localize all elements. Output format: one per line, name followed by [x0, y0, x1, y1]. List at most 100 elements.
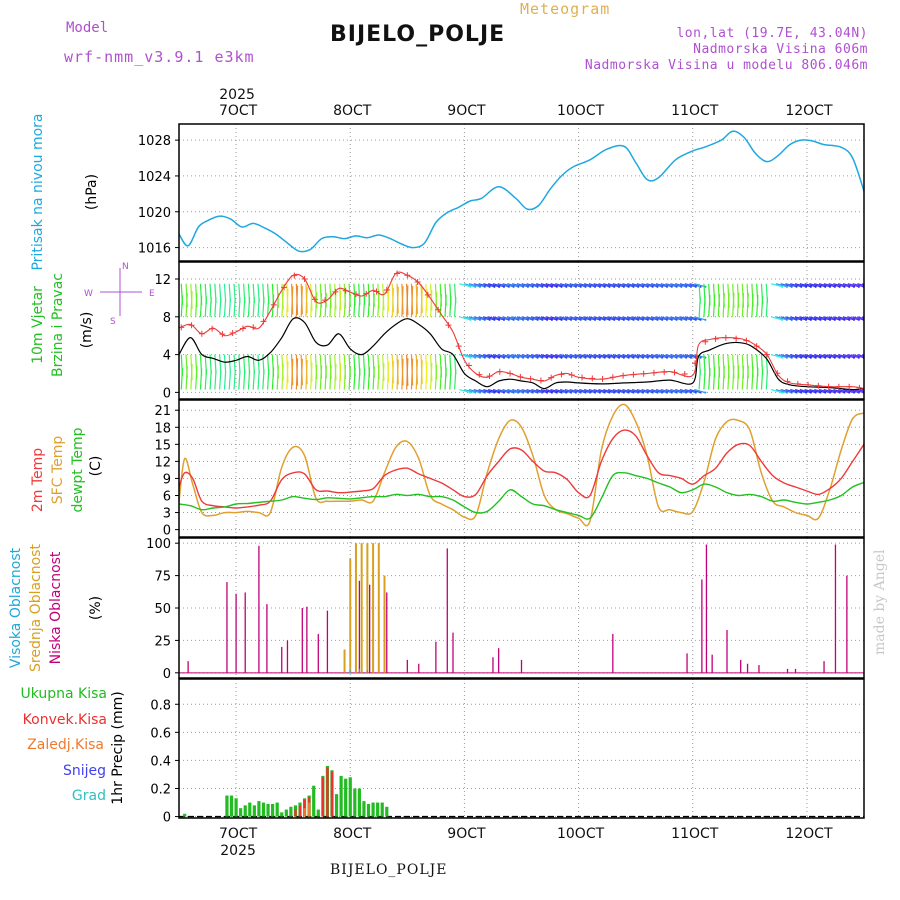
wind-barb: [473, 388, 485, 394]
wind-gust-mark: [445, 322, 452, 329]
wind-barb: [439, 354, 443, 378]
wind-barb: [468, 283, 481, 288]
wind-barb: [852, 354, 864, 359]
wind-barb: [833, 388, 845, 394]
wind-gust-mark: [363, 290, 370, 297]
wind-gust-mark: [465, 362, 472, 369]
wind-barb: [415, 354, 419, 385]
wind-barb: [651, 283, 663, 288]
bottom-date-label: 8OCT: [333, 826, 372, 842]
wind-barb: [516, 283, 529, 288]
wind-barb: [785, 354, 797, 359]
temp-unit: (C): [88, 456, 104, 477]
wind-gust-mark: [733, 335, 740, 342]
temp-ylabel-sfc: SFC Temp: [50, 436, 66, 505]
precip-bar-convective: [330, 771, 334, 817]
bottom-date-label: 10OCT: [557, 826, 605, 842]
wind-barb: [257, 283, 260, 303]
wind-barb: [488, 283, 500, 288]
wind-barb: [598, 316, 610, 321]
wind-barb-tip: [704, 285, 707, 288]
pressure-ylabel: Pritisak na nivou mora: [30, 113, 46, 270]
wind-barb: [818, 388, 831, 394]
wind-barb: [785, 316, 797, 321]
wind-barb: [665, 316, 677, 321]
wind-frame: [178, 261, 865, 400]
wind-gust-mark: [753, 343, 760, 350]
wind-barb: [367, 354, 371, 377]
wind-barb: [828, 316, 840, 321]
wind-barb: [199, 283, 203, 305]
wind-barb: [478, 354, 490, 359]
wind-barb: [444, 354, 447, 377]
wind-barb: [459, 388, 471, 394]
wind-barb: [574, 316, 586, 321]
wind-barb: [262, 283, 265, 304]
wind-barb: [488, 354, 500, 359]
wind-barb: [555, 388, 567, 394]
wind-barb: [559, 316, 572, 321]
wind-barb: [818, 283, 831, 288]
wind-barb: [329, 283, 332, 308]
wind-barb: [430, 283, 433, 311]
wind-gust-mark: [722, 334, 729, 341]
wind-barbs: [180, 283, 874, 394]
wind-barb: [852, 316, 864, 321]
wind-barb: [684, 283, 696, 288]
wind-barb-tip: [867, 319, 869, 321]
wind-barb: [689, 388, 701, 394]
wind-barb: [276, 283, 279, 308]
wind-barb: [833, 354, 845, 359]
precip-bar-total: [348, 777, 352, 817]
wind-barb: [847, 388, 859, 394]
wind-barb: [464, 388, 476, 394]
precipitation-ytick-label: 0.2: [150, 783, 171, 798]
wind-barb: [593, 283, 605, 288]
wind-barb: [521, 354, 533, 359]
wind-barb: [478, 283, 490, 288]
wind-barb: [617, 283, 629, 288]
wind-barb: [185, 354, 188, 379]
pressure-ytick-label: 1020: [138, 206, 171, 221]
elevation-info: Nadmorska Visina 606m: [693, 42, 868, 57]
wind-barb: [818, 354, 831, 359]
wind-barb: [712, 283, 716, 307]
wind-barb-tip: [872, 319, 874, 321]
wind-barb: [741, 283, 745, 308]
wind-barb: [502, 354, 514, 359]
wind-ylabel-1: 10m Vjetar: [30, 286, 46, 364]
pressure-ytick-label: 1016: [138, 242, 171, 257]
wind-barb: [751, 283, 754, 307]
precip-bar-total: [376, 802, 380, 817]
wind-barb: [675, 316, 687, 321]
wind-barb: [238, 283, 241, 303]
wind-barb: [406, 354, 409, 386]
wind-barb: [473, 354, 485, 359]
wind-barb: [507, 283, 519, 288]
wind-barb: [257, 354, 260, 374]
top-date-label: 10OCT: [557, 103, 605, 119]
wind-barb: [655, 316, 668, 321]
pressure-unit: (hPa): [84, 174, 100, 210]
wind-gust-mark: [856, 384, 863, 391]
wind-barb: [809, 316, 821, 321]
wind-barb: [775, 354, 788, 359]
wind-barb: [679, 316, 692, 321]
wind-barb: [775, 388, 788, 394]
wind-barb: [444, 283, 447, 306]
wind-barb: [694, 316, 706, 321]
wind-barb: [857, 316, 864, 320]
wind-ytick-label: 8: [163, 311, 171, 326]
wind-barb: [473, 283, 485, 288]
wind-barb-tip: [867, 356, 869, 358]
wind-barb: [464, 283, 476, 288]
precip-bar-total: [257, 801, 261, 817]
wind-barb: [799, 354, 811, 359]
wind-barb: [736, 283, 740, 308]
wind-barb-tip: [704, 391, 707, 394]
wind-barb: [195, 283, 198, 308]
wind-barb: [550, 354, 562, 359]
wind-barb: [636, 354, 648, 359]
bottom-year-label: 2025: [220, 843, 256, 859]
cloud-ytick-label: 75: [154, 570, 171, 585]
